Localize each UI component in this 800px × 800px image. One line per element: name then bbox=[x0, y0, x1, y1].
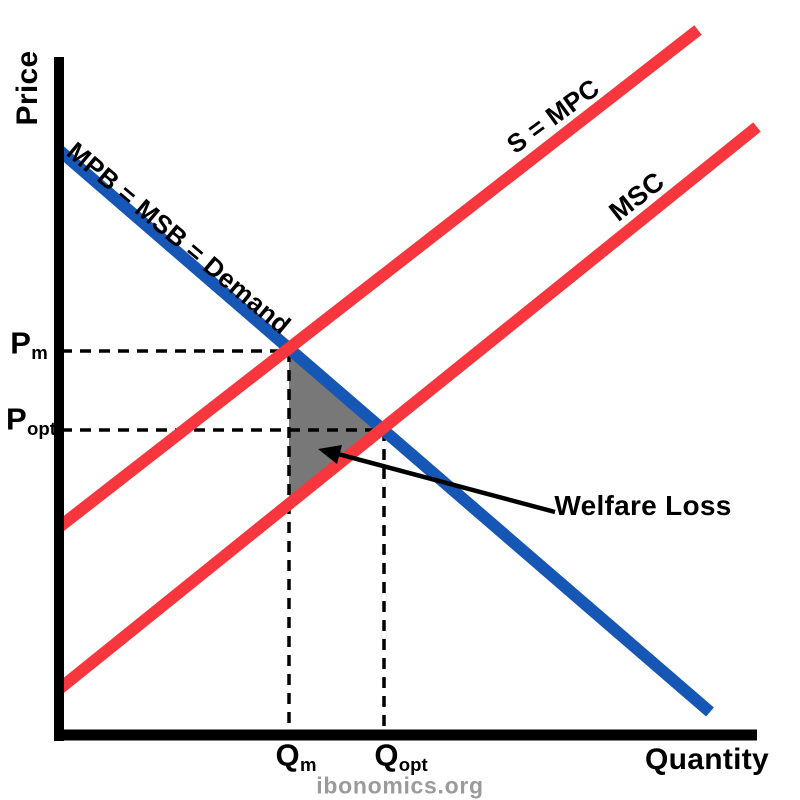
popt-subscript: opt bbox=[27, 417, 56, 439]
price-axis-label: Price bbox=[11, 50, 44, 126]
qm-base: Q bbox=[275, 737, 300, 773]
msc-curve-line bbox=[54, 122, 761, 695]
qm-subscript: m bbox=[299, 753, 317, 775]
popt-tick-label: Popt bbox=[6, 404, 56, 439]
welfare-loss-triangle bbox=[289, 351, 384, 504]
qopt-base: Q bbox=[374, 737, 399, 773]
pm-subscript: m bbox=[31, 341, 48, 363]
watermark-text: ibonomics.org bbox=[316, 772, 484, 799]
welfare-loss-arrowhead-icon bbox=[318, 445, 342, 464]
supply-mpc-curve-line bbox=[54, 25, 702, 533]
quantity-axis-label: Quantity bbox=[644, 743, 770, 776]
popt-base: P bbox=[6, 401, 28, 437]
qm-tick-label: Qm bbox=[276, 740, 317, 775]
pm-base: P bbox=[10, 325, 32, 361]
qopt-subscript: opt bbox=[398, 753, 428, 775]
welfare-loss-arrow-line bbox=[337, 451, 556, 515]
qopt-tick-label: Qopt bbox=[374, 740, 427, 775]
welfare-loss-label: Welfare Loss bbox=[554, 490, 732, 521]
pm-tick-label: Pm bbox=[10, 328, 48, 363]
